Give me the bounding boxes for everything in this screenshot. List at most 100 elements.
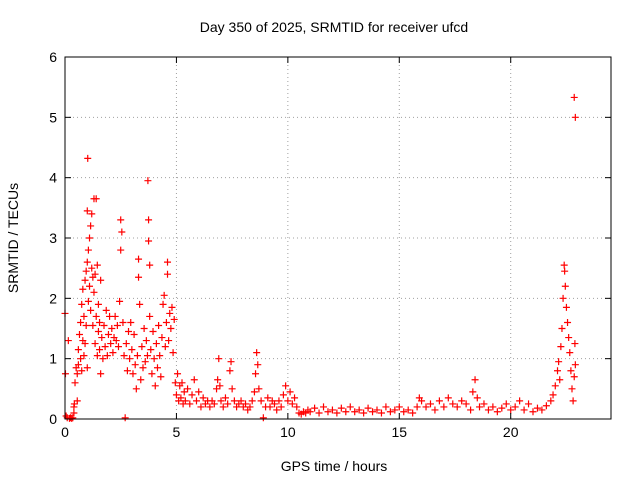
data-point [104, 331, 112, 339]
data-point [413, 403, 421, 411]
data-point [107, 340, 115, 348]
data-point [117, 246, 125, 254]
data-point [157, 373, 165, 381]
data-point [164, 270, 172, 278]
data-point [242, 400, 250, 408]
data-point [418, 397, 426, 405]
data-point [140, 325, 148, 332]
data-point [178, 379, 186, 387]
data-point [83, 364, 91, 372]
data-point [170, 315, 178, 323]
data-point [210, 400, 218, 408]
data-point [190, 376, 198, 384]
data-point [507, 406, 515, 414]
data-point [559, 294, 567, 302]
data-point [282, 382, 290, 390]
data-point [108, 325, 116, 332]
y-tick-label: 0 [49, 411, 57, 427]
data-point [571, 113, 579, 121]
data-point [184, 385, 192, 393]
data-point [78, 300, 86, 308]
data-point [566, 349, 574, 357]
data-point [525, 400, 533, 408]
data-point [444, 394, 452, 402]
data-point [121, 414, 129, 422]
data-point [71, 379, 79, 387]
data-point [567, 367, 575, 375]
data-point [571, 340, 579, 348]
data-point [422, 403, 430, 411]
x-tick-label: 10 [280, 424, 296, 440]
y-tick-label: 3 [49, 230, 57, 246]
data-point [197, 403, 205, 411]
data-point [84, 246, 92, 254]
data-point [131, 361, 139, 369]
data-point [152, 340, 160, 348]
data-point [94, 300, 102, 308]
data-point [141, 358, 149, 366]
data-point [516, 397, 524, 405]
data-point [250, 388, 258, 396]
data-point [315, 409, 323, 417]
data-point [68, 414, 76, 422]
data-point [171, 379, 179, 387]
data-point [100, 321, 108, 329]
data-point [547, 397, 555, 405]
x-axis-label: GPS time / hours [281, 458, 388, 474]
data-point [64, 337, 72, 345]
data-point [213, 385, 221, 393]
data-point [206, 403, 214, 411]
data-point [146, 312, 154, 320]
data-point [88, 210, 96, 218]
data-point [87, 306, 95, 314]
data-point [136, 300, 144, 308]
data-point [498, 404, 506, 412]
data-point [364, 404, 372, 412]
data-point [542, 402, 550, 410]
data-point [73, 370, 81, 378]
data-point [391, 406, 399, 414]
chart-title: Day 350 of 2025, SRMTID for receiver ufc… [200, 19, 468, 35]
data-point [555, 358, 563, 366]
data-point [96, 318, 104, 326]
data-point [88, 264, 96, 272]
data-point [161, 343, 169, 351]
data-point [311, 404, 319, 412]
data-point [248, 397, 256, 405]
data-point [122, 340, 130, 348]
data-point [145, 216, 153, 224]
data-point [293, 403, 301, 411]
data-point [125, 328, 133, 336]
data-point [151, 382, 159, 390]
data-point [160, 291, 168, 299]
data-point [449, 400, 457, 408]
data-point [167, 325, 175, 332]
data-point [484, 406, 492, 414]
data-point [377, 409, 385, 417]
data-point [476, 403, 484, 411]
data-point [174, 370, 182, 378]
data-point [557, 343, 565, 351]
data-point [90, 288, 98, 296]
data-point [89, 321, 97, 329]
y-tick-label: 5 [49, 109, 57, 125]
data-point [400, 408, 408, 416]
data-point [404, 406, 412, 414]
data-point [469, 388, 477, 396]
data-point [228, 385, 236, 393]
data-point [129, 370, 137, 378]
data-point [123, 367, 131, 375]
data-point [139, 364, 147, 372]
data-point [355, 406, 363, 414]
data-point [92, 195, 100, 203]
x-tick-label: 15 [391, 424, 407, 440]
data-point [92, 312, 100, 320]
data-point [554, 367, 562, 375]
data-point [80, 312, 88, 320]
data-point [551, 382, 559, 390]
data-point [93, 261, 101, 269]
data-point [462, 400, 470, 408]
data-point [168, 303, 176, 311]
data-point [149, 328, 157, 336]
data-point [471, 376, 479, 384]
